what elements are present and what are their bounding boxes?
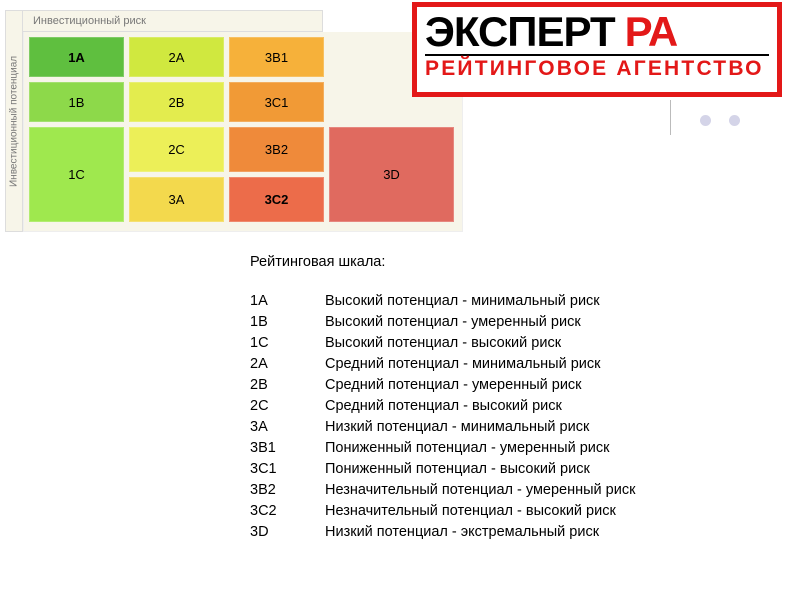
scale-description: Низкий потенциал - минимальный риск bbox=[325, 417, 589, 438]
scale-code: 2B bbox=[250, 375, 325, 396]
scale-title: Рейтинговая шкала: bbox=[250, 252, 635, 273]
scale-row: 2BСредний потенциал - умеренный риск bbox=[250, 375, 635, 396]
scale-row: 1CВысокий потенциал - высокий риск bbox=[250, 333, 635, 354]
matrix-cell: 1A bbox=[29, 37, 124, 77]
matrix-cell: 3C1 bbox=[229, 82, 324, 122]
scale-description: Средний потенциал - минимальный риск bbox=[325, 354, 600, 375]
matrix-cell: 3D bbox=[329, 127, 454, 222]
scale-row: 2CСредний потенциал - высокий риск bbox=[250, 396, 635, 417]
scale-description: Незначительный потенциал - высокий риск bbox=[325, 501, 616, 522]
scale-rows: 1AВысокий потенциал - минимальный риск1B… bbox=[250, 291, 635, 543]
logo-brand-suffix: РА bbox=[625, 11, 678, 53]
matrix-cell: 2B bbox=[129, 82, 224, 122]
scale-description: Средний потенциал - умеренный риск bbox=[325, 375, 582, 396]
scale-code: 3D bbox=[250, 522, 325, 543]
rating-matrix: Инвестиционный потенциал Инвестиционный … bbox=[5, 10, 463, 232]
logo-brand-main: ЭКСПЕРТ bbox=[425, 11, 615, 53]
horizontal-axis-label: Инвестиционный риск bbox=[23, 10, 323, 32]
scale-description: Средний потенциал - высокий риск bbox=[325, 396, 562, 417]
scale-row: 3C1Пониженный потенциал - высокий риск bbox=[250, 459, 635, 480]
matrix-grid: 1A2A3B1 1B2B3C1 1C2C3B23A3C23D bbox=[23, 32, 463, 232]
scale-row: 3B1Пониженный потенциал - умеренный риск bbox=[250, 438, 635, 459]
scale-code: 3C2 bbox=[250, 501, 325, 522]
matrix-cell: 3A bbox=[129, 177, 224, 222]
scale-code: 2C bbox=[250, 396, 325, 417]
scale-row: 3DНизкий потенциал - экстремальный риск bbox=[250, 522, 635, 543]
scale-code: 1B bbox=[250, 312, 325, 333]
scale-row: 3B2Незначительный потенциал - умеренный … bbox=[250, 480, 635, 501]
scale-code: 3C1 bbox=[250, 459, 325, 480]
scale-description: Незначительный потенциал - умеренный рис… bbox=[325, 480, 635, 501]
logo-top-row: ЭКСПЕРТ РА bbox=[425, 11, 769, 53]
scale-code: 3B1 bbox=[250, 438, 325, 459]
scale-description: Высокий потенциал - высокий риск bbox=[325, 333, 561, 354]
matrix-body: Инвестиционный риск 1A2A3B1 1B2B3C1 1C2C3B… bbox=[23, 10, 463, 232]
scale-description: Пониженный потенциал - высокий риск bbox=[325, 459, 590, 480]
scale-description: Пониженный потенциал - умеренный риск bbox=[325, 438, 609, 459]
decorative-vline bbox=[670, 100, 671, 135]
scale-row: 1AВысокий потенциал - минимальный риск bbox=[250, 291, 635, 312]
logo-subtitle: РЕЙТИНГОВОЕ АГЕНТСТВО bbox=[425, 57, 769, 81]
rating-scale: Рейтинговая шкала: 1AВысокий потенциал -… bbox=[250, 252, 635, 543]
matrix-cell: 2A bbox=[129, 37, 224, 77]
scale-description: Высокий потенциал - умеренный риск bbox=[325, 312, 581, 333]
matrix-cell: 1C bbox=[29, 127, 124, 222]
scale-row: 1BВысокий потенциал - умеренный риск bbox=[250, 312, 635, 333]
scale-code: 3B2 bbox=[250, 480, 325, 501]
vertical-axis-label: Инвестиционный потенциал bbox=[5, 10, 23, 232]
scale-row: 2AСредний потенциал - минимальный риск bbox=[250, 354, 635, 375]
expert-ra-logo: ЭКСПЕРТ РА РЕЙТИНГОВОЕ АГЕНТСТВО bbox=[412, 2, 782, 97]
decorative-dots bbox=[700, 115, 740, 126]
scale-description: Высокий потенциал - минимальный риск bbox=[325, 291, 600, 312]
scale-description: Низкий потенциал - экстремальный риск bbox=[325, 522, 599, 543]
matrix-cell: 3B2 bbox=[229, 127, 324, 172]
scale-code: 3A bbox=[250, 417, 325, 438]
dot-icon bbox=[729, 115, 740, 126]
scale-code: 2A bbox=[250, 354, 325, 375]
matrix-cell: 3C2 bbox=[229, 177, 324, 222]
scale-code: 1C bbox=[250, 333, 325, 354]
scale-code: 1A bbox=[250, 291, 325, 312]
matrix-cell: 1B bbox=[29, 82, 124, 122]
matrix-cell: 3B1 bbox=[229, 37, 324, 77]
matrix-cell: 2C bbox=[129, 127, 224, 172]
scale-row: 3AНизкий потенциал - минимальный риск bbox=[250, 417, 635, 438]
scale-row: 3C2Незначительный потенциал - высокий ри… bbox=[250, 501, 635, 522]
dot-icon bbox=[700, 115, 711, 126]
